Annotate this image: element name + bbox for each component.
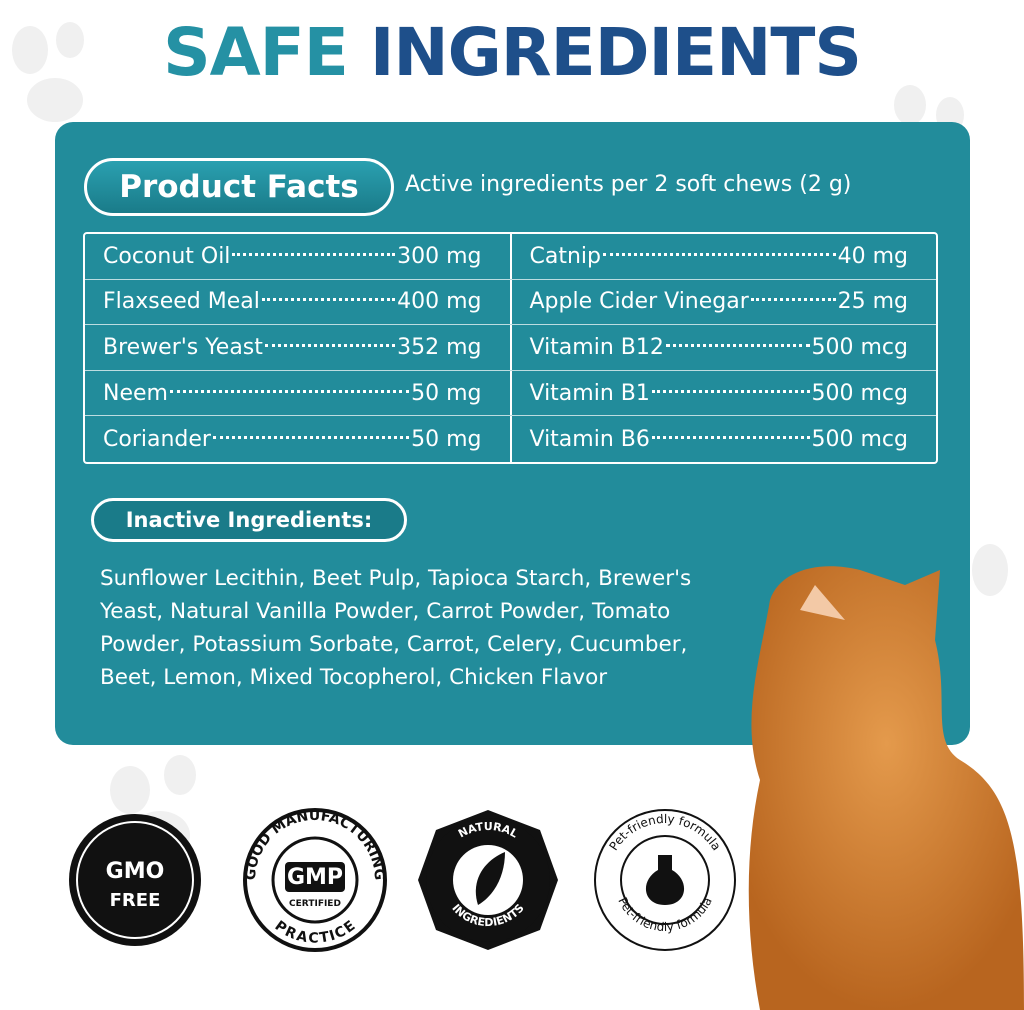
cat: [748, 566, 1024, 1010]
facts-table: Coconut Oil 300 mg Catnip 40 mg Flaxseed Mea…: [83, 232, 938, 464]
dot-leader: [264, 343, 396, 347]
ingredient-name: Vitamin B12: [529, 334, 664, 360]
ingredient-name: Brewer's Yeast: [103, 334, 263, 360]
facts-cell: Coconut Oil 300 mg: [85, 234, 512, 279]
dot-leader: [261, 298, 396, 302]
ingredient-amount: 300 mg: [397, 243, 482, 269]
ingredient-name: Coconut Oil: [103, 243, 231, 269]
facts-note: Active ingredients per 2 soft chews (2 g…: [405, 172, 852, 197]
gmp-center: GMP: [287, 865, 343, 890]
dot-leader: [212, 435, 410, 439]
ingredient-name: Coriander: [103, 426, 211, 452]
title-first: SAFE: [163, 14, 349, 91]
facts-cell: Flaxseed Meal 400 mg: [85, 279, 512, 325]
facts-cell: Neem 50 mg: [85, 370, 512, 416]
ingredient-amount: 500 mcg: [811, 334, 908, 360]
facts-row: Flaxseed Meal 400 mg Apple Cider Vinegar 25…: [85, 279, 937, 326]
facts-cell: Vitamin B6 500 mcg: [512, 416, 937, 462]
gmo-badge: GMO FREE: [69, 814, 201, 946]
natural-badge: NATURAL INGREDIENTS: [418, 810, 558, 950]
ingredient-name: Flaxseed Meal: [103, 289, 260, 315]
ingredient-amount: 500 mcg: [811, 426, 908, 452]
inactive-label: Inactive Ingredients:: [91, 498, 407, 542]
ingredient-name: Neem: [103, 380, 168, 406]
ingredient-name: Apple Cider Vinegar: [529, 289, 749, 315]
facts-row: Coriander 50 mg Vitamin B6 500 mcg: [85, 416, 936, 462]
dot-leader: [750, 298, 836, 302]
ingredient-amount: 500 mcg: [811, 380, 908, 406]
pet-badge: Pet-friendly formula Pet-friendly formul…: [594, 809, 736, 951]
natural-arc-top: NATURAL: [456, 820, 520, 841]
natural-arc: NATURAL: [456, 820, 520, 841]
facts-row: Neem 50 mg Vitamin B1 500 mcg: [85, 370, 937, 417]
ingredient-amount: 400 mg: [397, 289, 482, 315]
gmo-text: FREE: [110, 890, 161, 911]
ingredient-amount: 50 mg: [411, 426, 482, 452]
product-facts-label: Product Facts: [84, 158, 394, 216]
facts-cell: Vitamin B1 500 mcg: [512, 371, 937, 416]
facts-row: Brewer's Yeast 352 mg Vitamin B12 500 mcg: [85, 325, 936, 371]
ingredient-amount: 352 mg: [397, 334, 482, 360]
ingredient-amount: 25 mg: [837, 289, 908, 315]
title: SAFE INGREDIENTS: [0, 14, 1024, 91]
facts-cell: Catnip 40 mg: [512, 234, 937, 279]
gmp-badge: GOOD MANUFACTURING PRACTICE GMP CERTIFIE…: [243, 808, 387, 952]
facts-row: Coconut Oil 300 mg Catnip 40 mg: [85, 234, 936, 280]
dot-leader: [603, 252, 836, 256]
facts-cell: Coriander 50 mg: [85, 416, 512, 462]
ingredient-name: Vitamin B6: [529, 426, 650, 452]
dot-leader: [665, 343, 810, 347]
inactive-line: Powder, Potassium Sorbate, Carrot, Celer…: [100, 632, 688, 657]
ingredient-amount: 50 mg: [411, 380, 482, 406]
facts-cell: Apple Cider Vinegar 25 mg: [512, 280, 937, 325]
inactive-line: Yeast, Natural Vanilla Powder, Carrot Po…: [100, 599, 671, 624]
gmo-text: GMO: [106, 859, 165, 884]
ingredient-amount: 40 mg: [837, 243, 908, 269]
title-second: INGREDIENTS: [369, 14, 862, 91]
facts-cell: Vitamin B12 500 mcg: [512, 325, 937, 370]
dot-leader: [651, 435, 810, 439]
gmp-sub: CERTIFIED: [289, 899, 341, 909]
inactive-line: Sunflower Lecithin, Beet Pulp, Tapioca S…: [100, 566, 692, 591]
ingredient-name: Vitamin B1: [529, 380, 650, 406]
facts-cell: Brewer's Yeast 352 mg: [85, 325, 512, 370]
dot-leader: [232, 252, 396, 256]
inactive-line: Beet, Lemon, Mixed Tocopherol, Chicken F…: [100, 665, 608, 690]
dot-leader: [169, 389, 410, 393]
inactive-text: Sunflower Lecithin, Beet Pulp, Tapioca S…: [100, 562, 691, 694]
dot-leader: [651, 389, 810, 393]
ingredient-name: Catnip: [529, 243, 602, 269]
